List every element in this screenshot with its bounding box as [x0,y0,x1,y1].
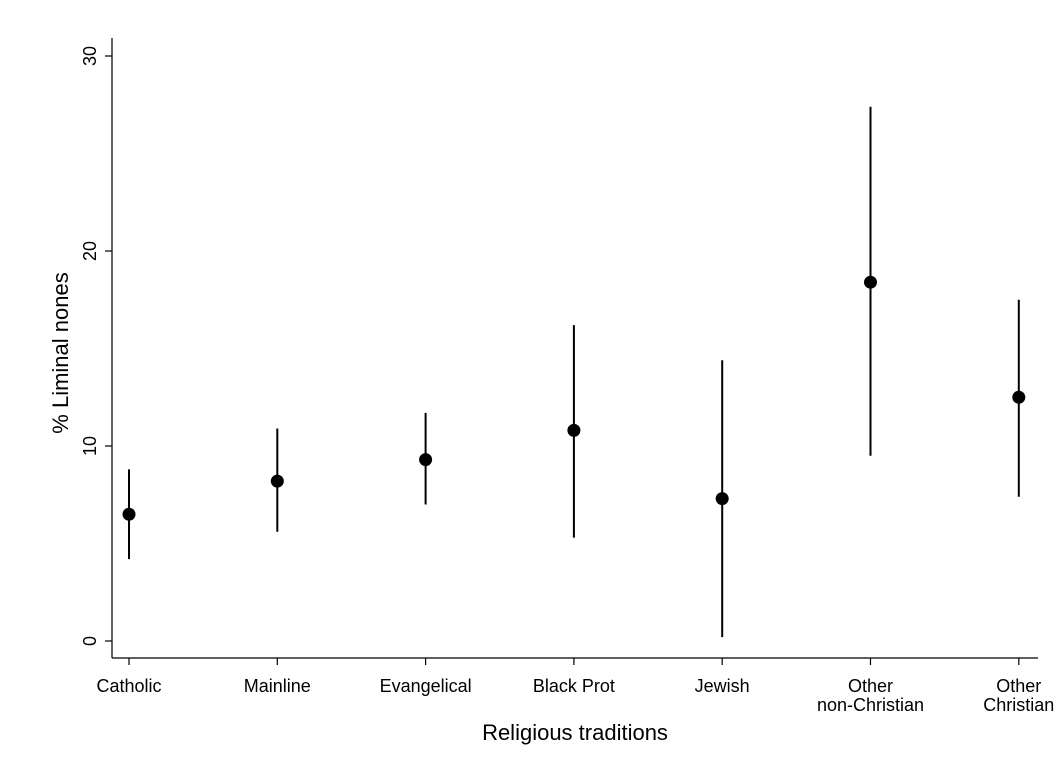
estimate-point [419,453,433,467]
x-tick-label: Black Prot [533,676,615,696]
y-tick-label: 0 [80,636,100,646]
x-tick-label-line: Christian [983,695,1054,715]
y-axis-title: % Liminal nones [48,272,73,433]
estimate-point [567,423,581,437]
estimate-point [270,474,284,488]
x-tick-label-line: Other [996,676,1041,696]
axes [111,38,1038,659]
point-estimates [122,275,1026,521]
y-tick-label: 30 [80,46,100,66]
estimate-point [122,507,136,521]
x-tick-label-line: Other [848,676,893,696]
x-tick-label: Other Christian [983,676,1054,715]
estimate-point [1012,390,1026,404]
x-tick-label-line: Catholic [96,676,161,696]
x-tick-label-line: Jewish [695,676,750,696]
x-tick-label-line: Black Prot [533,676,615,696]
y-tick-label: 20 [80,241,100,261]
x-axis-title: Religious traditions [482,720,668,745]
x-tick-label: Evangelical [380,676,472,696]
x-ticks: Catholic Mainline Evangelical Black Prot Jew… [96,658,1054,715]
x-tick-label: Other non-Christian [817,676,924,715]
x-tick-label-line: Mainline [244,676,311,696]
y-tick-label: 10 [80,436,100,456]
estimate-point [864,275,877,289]
x-tick-label-line: Evangelical [380,676,472,696]
y-ticks: 0 10 20 30 [80,46,112,646]
x-tick-label: Mainline [244,676,311,696]
x-tick-label: Jewish [695,676,750,696]
confidence-intervals [128,106,1020,638]
estimate-point [715,492,729,506]
x-tick-label-line: non-Christian [817,695,924,715]
x-tick-label: Catholic [96,676,161,696]
